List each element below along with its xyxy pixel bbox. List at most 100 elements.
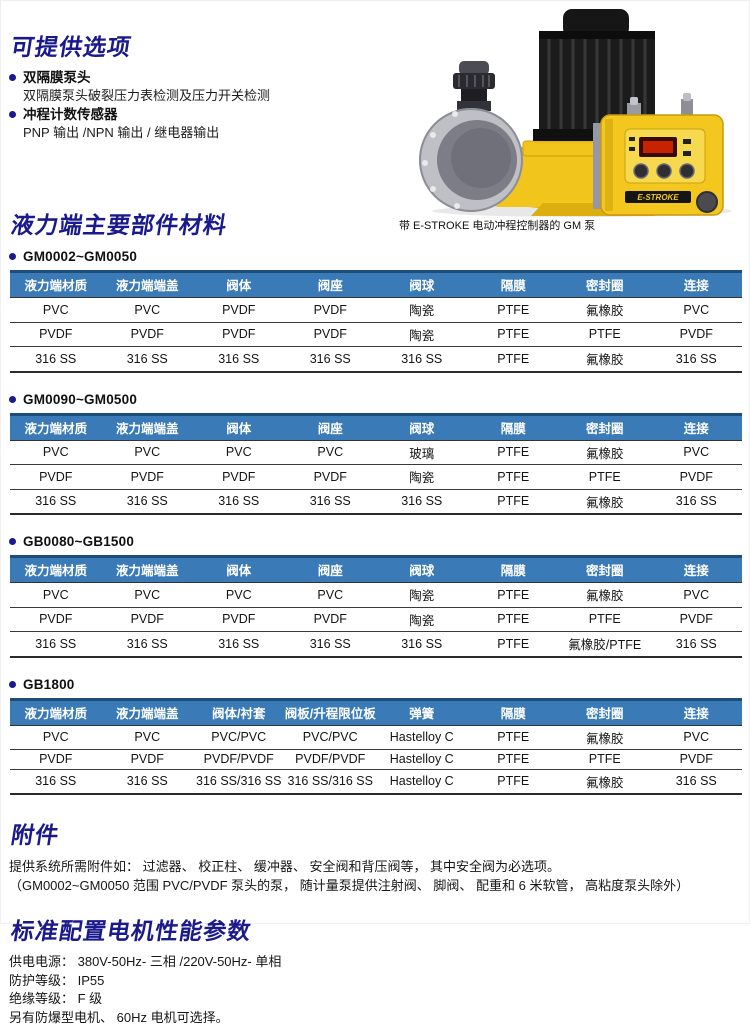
table-cell: 316 SS (376, 632, 468, 657)
table-cell: PVDF (285, 298, 377, 323)
model-label-row: GM0002~GM0050 (9, 249, 749, 264)
bullet-icon (9, 74, 16, 81)
table-cell: 316 SS (10, 347, 102, 372)
table-cell: PTFE (468, 583, 560, 608)
table-cell: 316 SS (193, 489, 285, 514)
column-header: 阀座 (285, 414, 377, 440)
table-cell: PTFE (468, 298, 560, 323)
model-label-row: GB1800 (9, 677, 749, 692)
table-cell: PVDF (651, 322, 743, 347)
column-header: 阀球 (376, 557, 468, 583)
table-cell: 316 SS (102, 347, 194, 372)
table-cell: PTFE (468, 607, 560, 632)
table-cell: 316 SS (651, 347, 743, 372)
options-section-title-text: 可提供选项 (9, 33, 133, 61)
column-header: 阀座 (285, 272, 377, 298)
table-cell: PVDF (651, 750, 743, 770)
table-cell: 316 SS (10, 632, 102, 657)
accessories-section-title: 附件 (9, 821, 749, 849)
table-cell: 316 SS (285, 632, 377, 657)
options-section-title: 可提供选项 (9, 33, 393, 61)
table-cell: PTFE (559, 750, 651, 770)
model-range-label: GB1800 (23, 677, 74, 692)
column-header: 密封圈 (559, 414, 651, 440)
controller-button (657, 164, 671, 178)
column-header: 密封圈 (559, 272, 651, 298)
table-cell: PTFE (468, 725, 560, 750)
column-header: 阀体 (193, 414, 285, 440)
accessories-line: 提供系统所需附件如： 过滤器、 校正柱、 缓冲器、 安全阀和背压阀等， 其中安全… (9, 857, 749, 876)
column-header: 隔膜 (468, 557, 560, 583)
table-cell: 氟橡胶 (559, 347, 651, 372)
motor-section-title: 标准配置电机性能参数 (9, 917, 749, 945)
option-detail: PNP 输出 /NPN 输出 / 继电器输出 (23, 124, 393, 141)
column-header: 阀体/衬套 (193, 699, 285, 725)
table-cell: PVC/PVC (193, 725, 285, 750)
bullet-icon (9, 396, 16, 403)
motor-spec-line: 绝缘等级： F 级 (9, 990, 749, 1009)
option-detail: 双隔膜泵头破裂压力表检测及压力开关检测 (23, 87, 393, 104)
option-label: 双隔膜泵头 (23, 69, 91, 86)
table-cell: 316 SS (285, 489, 377, 514)
table-cell: 氟橡胶 (559, 298, 651, 323)
column-header: 液力端端盖 (102, 414, 194, 440)
table-cell: PVDF (193, 607, 285, 632)
table-cell: PVDF (285, 322, 377, 347)
table-cell: 316 SS (376, 347, 468, 372)
column-header: 阀板/升程限位板 (285, 699, 377, 725)
table-cell: PVC (651, 440, 743, 465)
controller-button (634, 164, 648, 178)
table-cell: PVDF (651, 465, 743, 490)
table-cell: 氟橡胶/PTFE (559, 632, 651, 657)
model-label-row: GB0080~GB1500 (9, 534, 749, 549)
table-cell: PTFE (468, 489, 560, 514)
table-cell: 316 SS (651, 632, 743, 657)
table-cell: PVC (10, 298, 102, 323)
table-header-row: 液力端材质液力端端盖阀体/衬套阀板/升程限位板弹簧隔膜密封圈连接 (10, 699, 742, 725)
table-header-row: 液力端材质液力端端盖阀体阀座阀球隔膜密封圈连接 (10, 557, 742, 583)
table-cell: Hastelloy C (376, 725, 468, 750)
table-cell: PVDF (102, 465, 194, 490)
table-cell: PVDF (10, 465, 102, 490)
table-cell: PVC (285, 440, 377, 465)
option-label: 冲程计数传感器 (23, 106, 118, 123)
table-cell: PTFE (468, 322, 560, 347)
materials-section-title-text: 液力端主要部件材料 (9, 211, 229, 239)
option-item: 双隔膜泵头 双隔膜泵头破裂压力表检测及压力开关检测 (9, 69, 393, 104)
options-section: 可提供选项 双隔膜泵头 双隔膜泵头破裂压力表检测及压力开关检测 冲程计数传感器 … (1, 1, 393, 141)
table-cell: PVC (102, 725, 194, 750)
table-cell: PVDF (193, 465, 285, 490)
table-cell: 陶瓷 (376, 607, 468, 632)
table-cell: 陶瓷 (376, 465, 468, 490)
model-range-label: GM0090~GM0500 (23, 392, 137, 407)
table-cell: PVC (651, 298, 743, 323)
table-cell: 陶瓷 (376, 322, 468, 347)
option-item: 冲程计数传感器 PNP 输出 /NPN 输出 / 继电器输出 (9, 106, 393, 141)
bullet-icon (9, 111, 16, 118)
column-header: 密封圈 (559, 699, 651, 725)
table-cell: 氟橡胶 (559, 440, 651, 465)
column-header: 连接 (651, 272, 743, 298)
table-cell: PTFE (559, 465, 651, 490)
e-stroke-label-text: E-STROKE (637, 193, 679, 202)
table-cell: PTFE (468, 440, 560, 465)
pump-caption: 带 E-STROKE 电动冲程控制器的 GM 泵 (397, 220, 747, 233)
table-cell: PVC (102, 583, 194, 608)
table-cell: 陶瓷 (376, 298, 468, 323)
table-cell: 316 SS/316 SS (285, 769, 377, 794)
motor-section: 标准配置电机性能参数 供电电源： 380V-50Hz- 三相 /220V-50H… (1, 917, 749, 1027)
table-cell: PVC (285, 583, 377, 608)
table-cell: PVC (193, 583, 285, 608)
